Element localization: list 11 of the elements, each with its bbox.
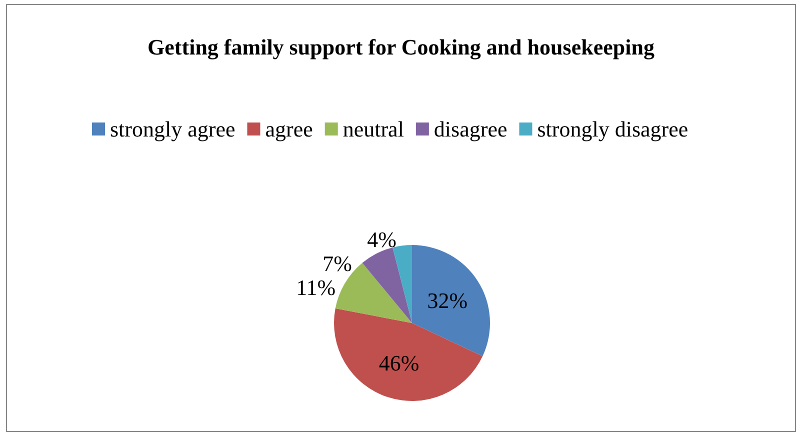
chart-title: Getting family support for Cooking and housekeeping: [148, 34, 654, 60]
legend-label: strongly agree: [110, 116, 236, 142]
data-label: 46%: [378, 350, 420, 376]
data-label: 11%: [296, 275, 336, 300]
legend-label: strongly disagree: [537, 116, 688, 142]
legend-label: disagree: [434, 116, 508, 142]
legend-label: neutral: [342, 116, 404, 142]
data-label: 7%: [322, 251, 352, 276]
data-label: 32%: [427, 288, 468, 313]
data-label: 4%: [367, 227, 396, 252]
legend-label: agree: [265, 116, 313, 142]
